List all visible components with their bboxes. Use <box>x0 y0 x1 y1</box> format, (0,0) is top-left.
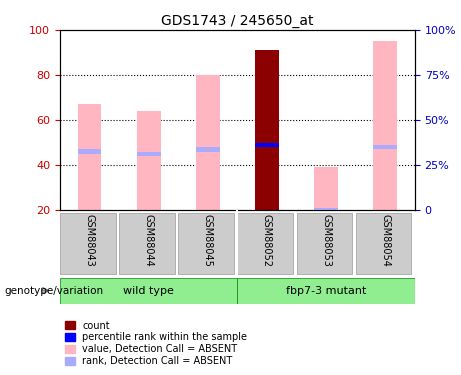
Bar <box>314 208 338 212</box>
FancyBboxPatch shape <box>237 213 293 274</box>
FancyBboxPatch shape <box>60 213 116 274</box>
Bar <box>255 50 279 210</box>
Text: GSM88053: GSM88053 <box>321 214 331 267</box>
FancyBboxPatch shape <box>237 278 415 304</box>
FancyBboxPatch shape <box>60 278 237 304</box>
Text: GSM88044: GSM88044 <box>144 214 154 267</box>
Bar <box>196 147 219 152</box>
Text: genotype/variation: genotype/variation <box>5 286 104 296</box>
Bar <box>137 152 160 156</box>
Text: fbp7-3 mutant: fbp7-3 mutant <box>286 286 366 296</box>
Text: wild type: wild type <box>123 286 174 296</box>
Bar <box>196 75 219 210</box>
Text: GSM88054: GSM88054 <box>380 214 390 267</box>
FancyBboxPatch shape <box>178 213 234 274</box>
FancyBboxPatch shape <box>119 213 175 274</box>
Bar <box>137 111 160 210</box>
Text: GSM88043: GSM88043 <box>84 214 95 267</box>
Text: GSM88045: GSM88045 <box>203 214 213 267</box>
Title: GDS1743 / 245650_at: GDS1743 / 245650_at <box>161 13 313 28</box>
Bar <box>255 142 279 147</box>
Bar <box>77 104 101 210</box>
Legend: count, percentile rank within the sample, value, Detection Call = ABSENT, rank, : count, percentile rank within the sample… <box>65 321 247 366</box>
FancyBboxPatch shape <box>296 213 352 274</box>
Bar <box>373 41 397 210</box>
Bar <box>77 149 101 154</box>
Bar <box>314 167 338 210</box>
Text: GSM88052: GSM88052 <box>262 214 272 267</box>
FancyBboxPatch shape <box>356 213 411 274</box>
Bar <box>373 145 397 149</box>
